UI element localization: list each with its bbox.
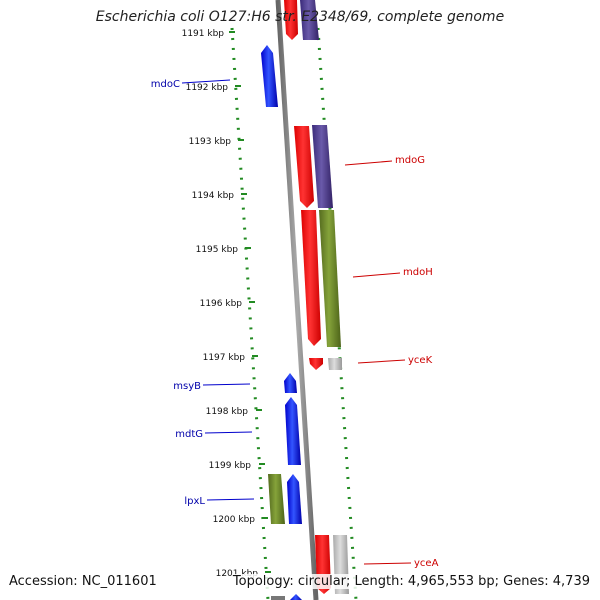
genome-summary: Topology: circular; Length: 4,965,553 bp… — [232, 574, 590, 589]
accession-label: Accession: NC_011601 — [9, 574, 157, 589]
leader-line-mdoG — [344, 160, 393, 166]
tick-label: 1200 kbp — [213, 515, 256, 525]
gene-lpxL-cog — [268, 474, 285, 524]
tick-label: 1196 kbp — [200, 299, 243, 309]
tick-label: 1193 kbp — [189, 137, 232, 147]
gene-mdoH-cog[interactable] — [319, 210, 341, 347]
tick-label: 1194 kbp — [192, 191, 235, 201]
gene-label-mdoG[interactable]: mdoG — [395, 155, 425, 166]
gene-bottom-gray — [271, 596, 285, 600]
gene-mdoG-cds[interactable] — [294, 126, 314, 208]
leader-line-yceK — [357, 359, 406, 364]
tick-label: 1192 kbp — [186, 83, 229, 93]
gene-label-mdoC[interactable]: mdoC — [151, 79, 180, 90]
gene-label-lpxL[interactable]: lpxL — [184, 496, 205, 507]
genome-backbone — [275, 0, 319, 600]
tick-marks — [229, 31, 271, 573]
gene-label-mdoH[interactable]: mdoH — [403, 267, 433, 278]
tick-label: 1195 kbp — [196, 245, 239, 255]
gene-mdoC[interactable] — [261, 45, 278, 107]
gene-yceK-cds[interactable] — [309, 358, 323, 370]
gene-label-yceK[interactable]: yceK — [408, 355, 433, 366]
gene-mdoG-cog[interactable] — [312, 125, 333, 208]
gene-yceK-cog — [328, 358, 342, 370]
gene-mdoH-cds[interactable] — [301, 210, 321, 346]
tick-label: 1198 kbp — [206, 407, 249, 417]
gene-mdtG[interactable] — [285, 397, 301, 465]
tick-label: 1199 kbp — [209, 461, 252, 471]
leader-line-mdoC — [181, 79, 231, 84]
gene-lpxL-cds[interactable] — [287, 474, 302, 524]
gene-top-cog — [300, 0, 319, 40]
gene-bottom-cds — [290, 594, 302, 600]
tick-label: 1197 kbp — [203, 353, 246, 363]
map-title: Escherichia coli O127:H6 str. E2348/69, … — [95, 9, 505, 25]
leader-line-mdoH — [352, 272, 401, 278]
gene-top-cds — [284, 0, 298, 40]
gene-label-mdtG[interactable]: mdtG — [175, 429, 203, 440]
leader-line-mdtG — [204, 431, 253, 434]
gene-label-yceA[interactable]: yceA — [414, 558, 439, 569]
leader-line-lpxL — [206, 498, 255, 501]
gene-label-msyB[interactable]: msyB — [173, 381, 201, 392]
tick-label: 1191 kbp — [182, 29, 225, 39]
gene-msyB[interactable] — [284, 373, 297, 393]
leader-line-yceA — [363, 562, 412, 565]
leader-line-msyB — [202, 383, 251, 386]
